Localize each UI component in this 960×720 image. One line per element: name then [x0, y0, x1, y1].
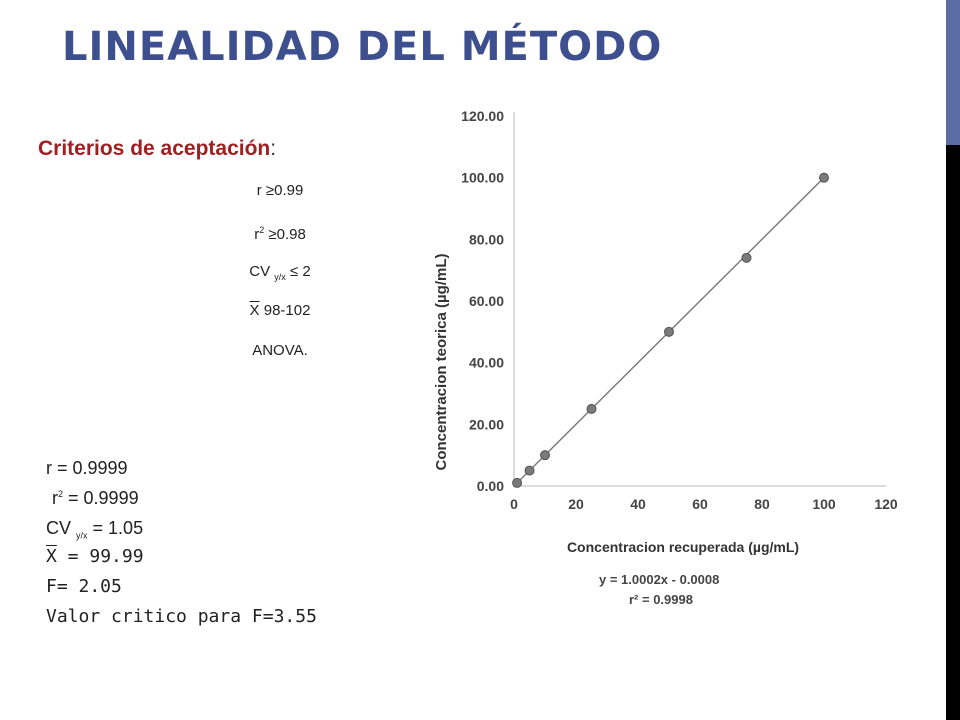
result-cv: CV y/x = 1.05	[46, 518, 143, 541]
result-r2-prefix: r	[52, 488, 58, 508]
x-axis-label: Concentracion recuperada (µg/mL)	[567, 539, 799, 555]
result-xbar-symbol: X	[46, 546, 57, 567]
criterion-r2-value: ≥0.98	[264, 226, 306, 243]
y-tick-label: 40.00	[469, 355, 504, 371]
y-tick-label: 0.00	[477, 478, 504, 494]
y-tick-label: 100.00	[461, 170, 504, 186]
linearity-scatter-chart: 0 20 40 60 80 100 120 0.00 20.00 40.00 60.00 80.00 1…	[433, 108, 898, 607]
result-cv-prefix: CV	[46, 518, 77, 538]
data-point	[741, 252, 752, 263]
criterion-cv-value: ≤ 2	[285, 263, 311, 280]
data-point	[512, 477, 523, 488]
data-point	[664, 326, 674, 337]
data-point	[586, 403, 597, 414]
y-axis-label: Concentracion teorica (µg/mL)	[433, 253, 450, 470]
criteria-heading-text: Criterios de aceptación	[38, 137, 271, 160]
trendline-equation: y = 1.0002x - 0.0008	[599, 572, 719, 587]
y-tick-label: 80.00	[469, 231, 504, 247]
result-f: F= 2.05	[46, 576, 122, 597]
criterion-cv-sub: y/x	[274, 272, 286, 282]
criterion-r2-sup: 2	[259, 225, 265, 235]
x-tick-label: 60	[692, 496, 708, 512]
criterion-anova: ANOVA.	[252, 342, 308, 359]
x-tick-label: 0	[510, 496, 518, 512]
data-point	[524, 465, 535, 476]
criterion-r: r ≥0.99	[256, 182, 304, 199]
data-point	[540, 450, 550, 461]
criteria-heading-colon: :	[270, 137, 277, 160]
x-tick-label: 80	[754, 496, 770, 512]
result-cv-sub: y/x	[76, 530, 88, 541]
result-critical-value: Valor critico para F=3.55	[46, 606, 317, 627]
accent-bar-top	[946, 0, 960, 145]
result-xbar-value: = 99.99	[56, 546, 144, 567]
result-r2: r2 = 0.9999	[52, 488, 139, 509]
trendline-r2: r² = 0.9998	[629, 592, 693, 607]
y-tick-label: 120.00	[461, 108, 504, 124]
chart-points	[512, 172, 829, 488]
chart-axes	[513, 112, 886, 487]
x-tick-label: 120	[874, 496, 898, 512]
y-tick-label: 20.00	[469, 416, 504, 432]
x-tick-label: 100	[812, 496, 836, 512]
result-xbar: X = 99.99	[46, 546, 144, 567]
data-point	[819, 172, 829, 183]
criterion-xbar-symbol: X	[249, 302, 260, 319]
criterion-r2-prefix: r	[254, 226, 260, 243]
result-r2-sup: 2	[58, 489, 64, 499]
criterion-xbar-value: 98-102	[259, 302, 311, 319]
criterion-cv: CV y/x ≤ 2	[200, 263, 360, 282]
criteria-heading: Criterios de aceptación:	[38, 137, 276, 161]
slide-title: LINEALIDAD DEL MÉTODO	[62, 24, 663, 70]
accent-bar-bottom	[946, 145, 960, 720]
x-tick-label: 20	[568, 496, 584, 512]
criterion-cv-prefix: CV	[249, 263, 275, 280]
criterion-xbar: X 98-102	[200, 302, 360, 319]
chart-ticks: 0 20 40 60 80 100 120 0.00 20.00 40.00 60.00 80.00 1…	[461, 108, 898, 512]
result-r: r = 0.9999	[46, 458, 128, 478]
criterion-r2: r2 ≥0.98	[200, 225, 360, 243]
result-cv-value: = 1.05	[87, 518, 144, 538]
y-tick-label: 60.00	[469, 293, 504, 309]
result-r2-value: = 0.9999	[63, 488, 139, 508]
x-tick-label: 40	[630, 496, 646, 512]
